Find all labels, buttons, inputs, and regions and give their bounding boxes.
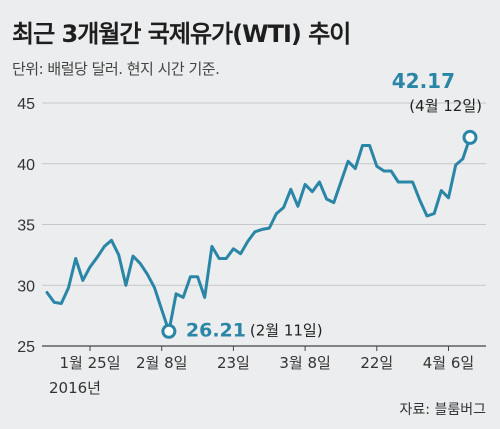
- max-value-label: 42.17: [392, 69, 455, 93]
- min-point-marker: [161, 323, 177, 339]
- x-tick-label: 1월 25일: [60, 354, 121, 372]
- x-tick-label: 23일: [217, 354, 250, 372]
- min-date-label: (2월 11일): [250, 321, 323, 339]
- x-tick-label: 4월 6일: [423, 354, 474, 372]
- series-line: [45, 135, 472, 333]
- y-tick-label: 25: [17, 339, 35, 356]
- max-date-label: (4월 12일): [409, 97, 482, 115]
- y-tick-label: 40: [17, 157, 35, 174]
- year-label: 2016년: [49, 379, 101, 397]
- y-tick-label: 35: [17, 218, 35, 235]
- x-tick-label: 3월 8일: [279, 354, 330, 372]
- chart-title: 최근 3개월간 국제유가(WTI) 추이: [12, 20, 351, 48]
- max-point-marker: [462, 129, 478, 145]
- x-tick-label: 2월 8일: [136, 354, 187, 372]
- min-value-label: 26.21: [186, 319, 246, 341]
- x-tick-label: 22일: [360, 354, 393, 372]
- chart-subtitle: 단위: 배럴당 달러. 현지 시간 기준.: [12, 60, 220, 78]
- source-note: 자료: 블룸버그: [399, 402, 486, 418]
- y-tick-label: 30: [17, 278, 35, 295]
- y-tick-label: 45: [17, 96, 35, 113]
